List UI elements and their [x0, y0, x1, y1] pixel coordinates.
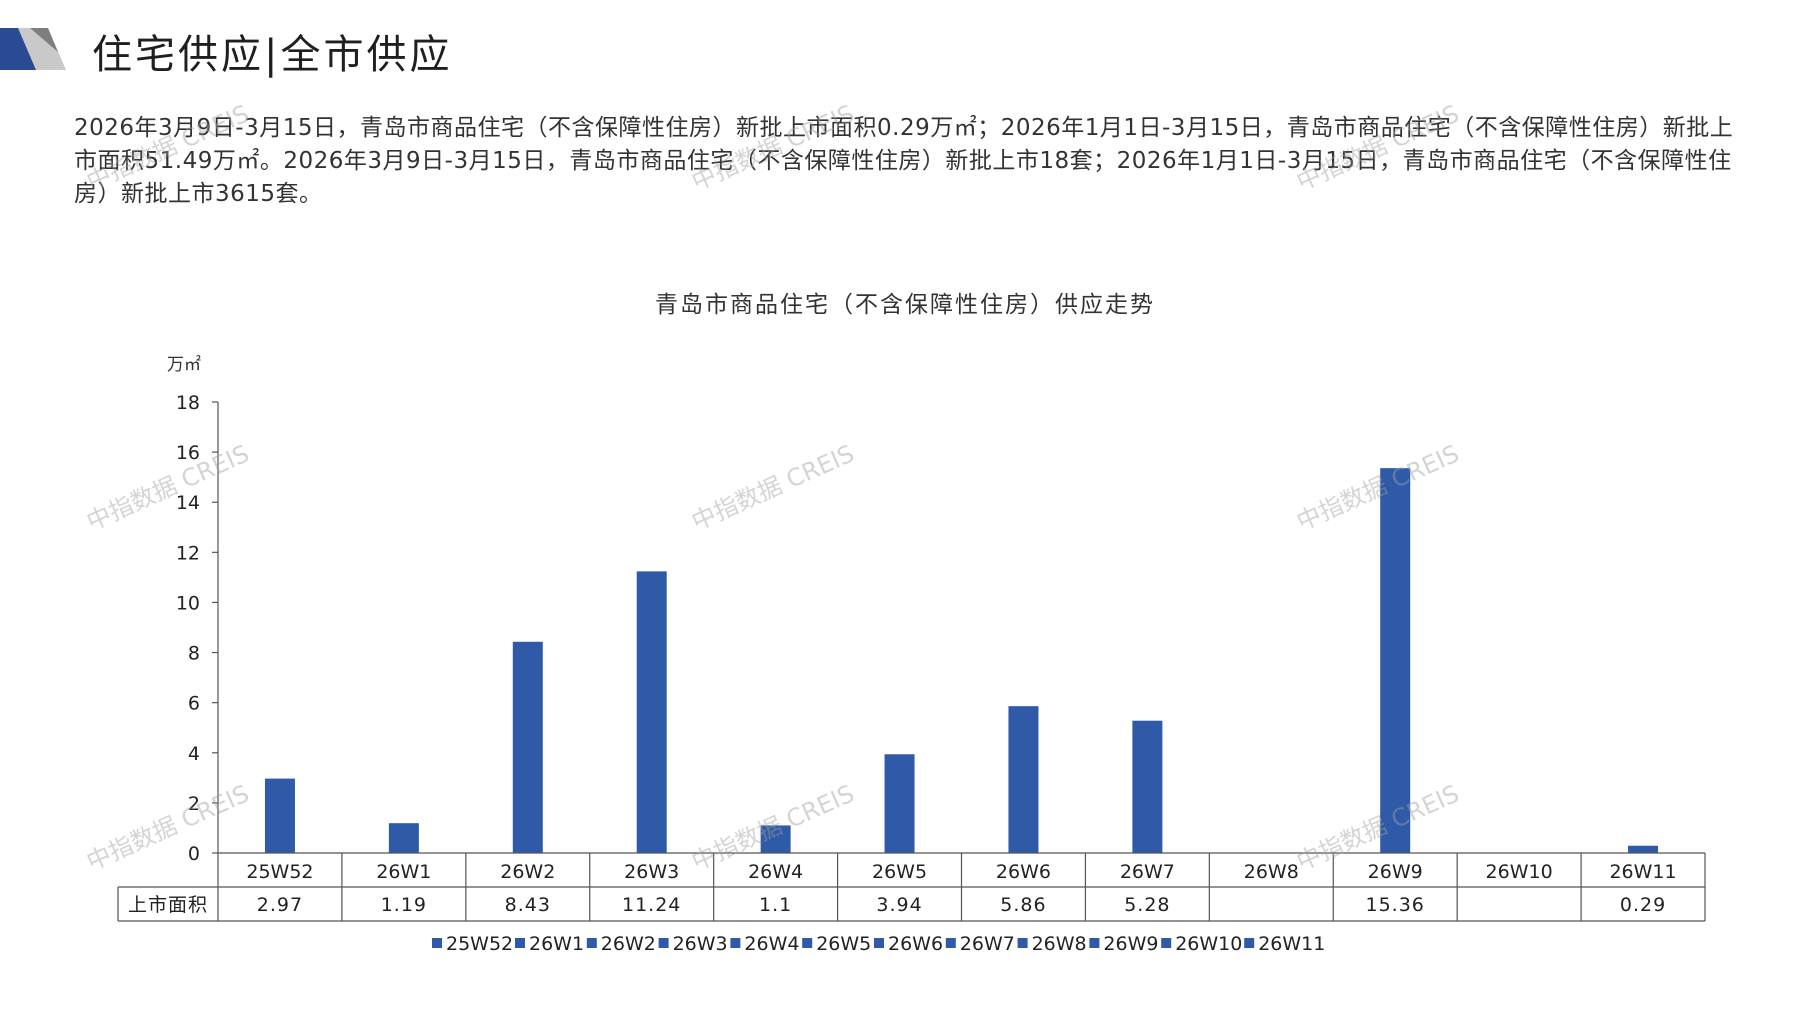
bar-26W3: [636, 571, 667, 853]
bar-26W6: [1008, 706, 1039, 853]
legend-entry: 26W3: [673, 933, 728, 955]
summary-paragraph: 2026年3月9日-3月15日，青岛市商品住宅（不含保障性住房）新批上市面积0.…: [74, 115, 1734, 207]
x-tick-label: 26W6: [996, 861, 1051, 883]
x-tick-label: 26W9: [1368, 861, 1423, 883]
y-tick-label: 12: [176, 542, 200, 564]
bar-26W4: [760, 825, 791, 853]
data-label: 0.29: [1620, 894, 1666, 916]
bar-26W5: [884, 754, 915, 853]
legend-entry: 26W5: [816, 933, 871, 955]
y-axis-unit-label: 万㎡: [167, 355, 201, 375]
x-tick-label: 26W2: [500, 861, 555, 883]
x-tick-label: 26W5: [872, 861, 927, 883]
y-tick-label: 0: [188, 843, 200, 865]
legend-entry: 26W6: [888, 933, 943, 955]
y-tick-label: 2: [188, 793, 200, 815]
legend-entry: 26W11: [1258, 933, 1325, 955]
data-label: 1.1: [759, 894, 792, 916]
bar-25W52: [264, 778, 295, 853]
data-label: 5.86: [1000, 894, 1046, 916]
x-tick-label: 26W10: [1486, 861, 1553, 883]
x-tick-label: 26W3: [624, 861, 679, 883]
y-tick-label: 8: [188, 643, 200, 665]
table-series-label: 上市面积: [128, 894, 208, 916]
chart-title: 青岛市商品住宅（不含保障性住房）供应走势: [655, 292, 1155, 318]
data-label: 8.43: [505, 894, 551, 916]
y-tick-label: 6: [188, 693, 200, 715]
legend-entry: 26W10: [1175, 933, 1242, 955]
legend-entry: 26W1: [529, 933, 584, 955]
legend-swatch: [658, 938, 669, 948]
y-tick-label: 10: [176, 592, 200, 614]
x-tick-label: 26W8: [1244, 861, 1299, 883]
y-tick-label: 18: [176, 392, 200, 414]
legend-swatch: [1161, 938, 1172, 948]
x-tick-label: 26W1: [376, 861, 431, 883]
legend-entry: 26W2: [601, 933, 656, 955]
x-tick-label: 25W52: [246, 861, 313, 883]
legend-swatch: [1244, 938, 1255, 948]
legend-swatch: [432, 938, 442, 948]
legend-swatch: [802, 938, 813, 948]
legend-entry: 26W8: [1032, 933, 1087, 955]
brand-logo-icon: [0, 28, 66, 70]
bar-26W11: [1628, 845, 1659, 853]
legend-entry: 26W4: [744, 933, 799, 955]
data-label: 3.94: [876, 894, 922, 916]
legend-swatch: [515, 938, 525, 948]
legend-entry: 26W7: [960, 933, 1015, 955]
page-title: 住宅供应|全市供应: [92, 32, 453, 78]
legend-entry: 25W52: [446, 933, 513, 955]
legend-swatch: [874, 938, 884, 948]
data-label: 11.24: [622, 894, 681, 916]
legend-swatch: [1017, 938, 1028, 948]
bar-26W9: [1380, 468, 1411, 853]
page-header: 住宅供应|全市供应: [0, 0, 1797, 100]
y-tick-label: 14: [176, 492, 200, 514]
data-label: 15.36: [1366, 894, 1425, 916]
legend-swatch: [945, 938, 956, 948]
bar-26W2: [512, 641, 543, 853]
data-label: 2.97: [257, 894, 303, 916]
data-label: 5.28: [1124, 894, 1170, 916]
legend-swatch: [1089, 938, 1100, 948]
data-label: 1.19: [381, 894, 427, 916]
x-tick-label: 26W7: [1120, 861, 1175, 883]
bar-26W7: [1132, 720, 1163, 853]
legend-swatch: [730, 938, 741, 948]
legend-entry: 26W9: [1103, 933, 1158, 955]
y-tick-label: 16: [176, 442, 200, 464]
x-tick-label: 26W4: [748, 861, 803, 883]
y-tick-label: 4: [188, 743, 200, 765]
bar-26W1: [388, 823, 419, 853]
x-tick-label: 26W11: [1609, 861, 1676, 883]
legend-swatch: [586, 938, 597, 948]
